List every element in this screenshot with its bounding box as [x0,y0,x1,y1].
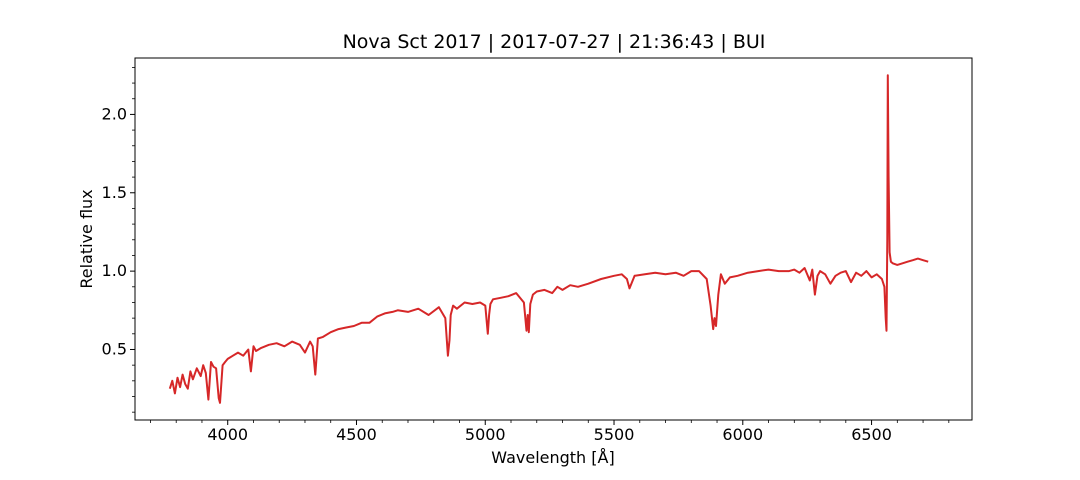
y-axis-label: Relative flux [77,189,96,288]
x-tick-label: 6000 [722,425,763,444]
x-tick-label: 4500 [336,425,377,444]
x-tick-label: 5000 [465,425,506,444]
plot-area [168,74,929,404]
y-axis: 0.5 1.0 1.5 2.0 [102,67,135,413]
y-tick-label: 2.0 [102,104,127,123]
y-tick-label: 0.5 [102,339,127,358]
x-tick-label: 6500 [851,425,892,444]
y-tick-label: 1.0 [102,261,127,280]
plot-frame [134,57,973,421]
x-tick-label: 5500 [594,425,635,444]
chart-title: Nova Sct 2017 | 2017-07-27 | 21:36:43 | … [343,31,766,53]
spectrum-line-0 [168,74,929,404]
y-tick-label: 1.5 [102,183,127,202]
x-axis-label: Wavelength [Å] [491,448,614,467]
x-tick-label: 4000 [207,425,248,444]
x-axis: 4000 4500 5000 5500 6000 6500 [150,420,950,444]
